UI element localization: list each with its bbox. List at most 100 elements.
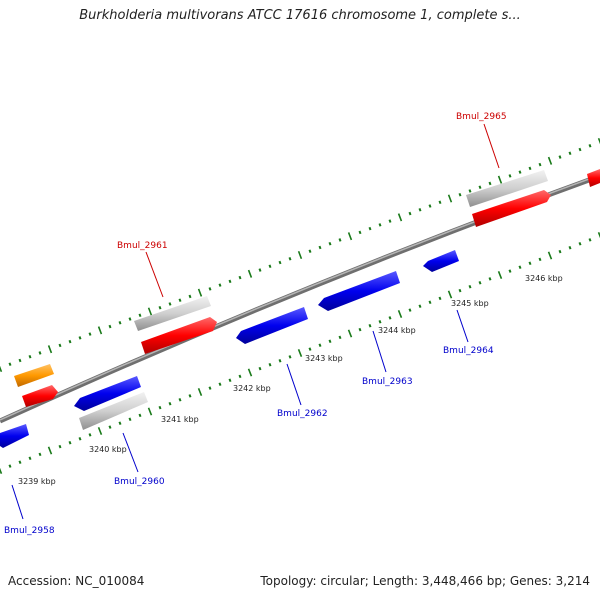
bmul-2958-leader [11, 484, 24, 520]
forward-scale-minor-tick [418, 208, 422, 212]
forward-scale-minor-tick [138, 313, 142, 318]
reverse-scale-major-tick [97, 426, 103, 436]
forward-scale-major-tick [197, 288, 203, 297]
gene-bmul-2960-blue[interactable] [74, 376, 141, 411]
bmul-2964-leader [456, 309, 469, 343]
forward-scale-minor-tick [378, 223, 382, 227]
forward-scale-major-tick [347, 232, 353, 241]
bmul-2965-leader [483, 123, 500, 169]
reverse-scale-minor-tick [538, 257, 542, 262]
label-bmul-2964[interactable]: Bmul_2964 [443, 346, 494, 356]
forward-scale-minor-tick [478, 185, 482, 189]
forward-scale-minor-tick [178, 298, 182, 302]
gene-bmul-2960-gray[interactable] [79, 392, 148, 430]
gene-red-right[interactable] [587, 169, 600, 187]
label-bmul-2962[interactable]: Bmul_2962 [277, 409, 328, 419]
forward-scale-minor-tick [158, 305, 162, 310]
reverse-scale-minor-tick [38, 452, 42, 457]
forward-scale-major-tick [147, 307, 153, 316]
reverse-scale-minor-tick [178, 398, 182, 402]
bmul-2963-leader [372, 330, 387, 373]
forward-scale-minor-tick [578, 147, 582, 152]
label-bmul-2958[interactable]: Bmul_2958 [4, 526, 55, 536]
reverse-scale-major-tick [247, 368, 253, 377]
forward-scale-minor-tick [408, 211, 412, 216]
reverse-scale-minor-tick [308, 347, 312, 351]
forward-scale-major-tick [47, 345, 53, 354]
reverse-scale-minor-tick [118, 421, 122, 425]
bmul-2961-leader [145, 251, 164, 298]
forward-scale-minor-tick [78, 336, 82, 340]
forward-scale-major-tick [97, 326, 103, 335]
reverse-scale-minor-tick [378, 320, 382, 324]
reverse-scale-minor-tick [258, 366, 262, 371]
forward-scale-minor-tick [528, 166, 532, 171]
label-bmul-2963[interactable]: Bmul_2963 [362, 377, 413, 387]
reverse-scale-minor-tick [238, 374, 242, 379]
reverse-scale-minor-tick [438, 296, 442, 301]
reverse-scale-major-tick [47, 446, 53, 455]
forward-scale-major-tick [0, 365, 3, 373]
reverse-scale-minor-tick [188, 394, 192, 398]
reverse-scale-minor-tick [218, 382, 222, 386]
reverse-scale-minor-tick [8, 464, 12, 468]
gene-bmul-2965-gray[interactable] [466, 170, 548, 207]
forward-scale-minor-tick [288, 257, 292, 261]
forward-scale-major-tick [597, 137, 600, 145]
reverse-scale-major-tick [447, 290, 453, 299]
forward-scale-minor-tick [538, 162, 542, 167]
kbp-label-3243: 3243 kbp [305, 354, 343, 363]
forward-scale-minor-tick [58, 343, 62, 348]
forward-scale-minor-tick [318, 245, 322, 250]
forward-scale-minor-tick [568, 151, 572, 156]
reverse-scale-minor-tick [128, 417, 132, 422]
kbp-label-3246: 3246 kbp [525, 274, 563, 283]
forward-scale-minor-tick [118, 321, 122, 325]
gene-bmul-2961-gray[interactable] [134, 296, 211, 331]
forward-scale-major-tick [247, 269, 253, 278]
forward-scale-minor-tick [278, 260, 282, 265]
label-bmul-2965[interactable]: Bmul_2965 [456, 112, 507, 122]
forward-scale-minor-tick [588, 144, 592, 148]
reverse-scale-minor-tick [418, 304, 422, 308]
forward-scale-minor-tick [508, 174, 512, 178]
kbp-label-3241: 3241 kbp [161, 415, 199, 424]
gene-orange[interactable] [14, 364, 54, 387]
gene-red-left[interactable] [22, 385, 58, 407]
reverse-scale-minor-tick [458, 288, 462, 293]
reverse-scale-minor-tick [588, 238, 592, 242]
forward-scale-minor-tick [238, 275, 242, 280]
forward-scale-minor-tick [188, 294, 192, 299]
gene-bmul-2965-red[interactable] [472, 190, 551, 227]
gene-bmul-2962[interactable] [236, 307, 308, 344]
gene-bmul-2961-red[interactable] [141, 317, 217, 354]
gene-bmul-2958[interactable] [0, 424, 29, 448]
reverse-scale-minor-tick [528, 261, 532, 266]
reverse-scale-major-tick [297, 348, 303, 358]
forward-scale-minor-tick [268, 264, 272, 269]
gene-bmul-2964[interactable] [423, 250, 459, 272]
reverse-scale-minor-tick [468, 284, 472, 289]
forward-scale-minor-tick [8, 362, 12, 366]
label-bmul-2961[interactable]: Bmul_2961 [117, 241, 168, 251]
accession-text: Accession: NC_010084 [8, 574, 145, 588]
map-title: Burkholderia multivorans ATCC 17616 chro… [79, 8, 521, 23]
reverse-scale-minor-tick [568, 245, 572, 250]
reverse-scale-minor-tick [138, 413, 142, 418]
kbp-label-3244: 3244 kbp [378, 326, 416, 335]
forward-scale-minor-tick [18, 358, 22, 363]
kbp-label-3242: 3242 kbp [233, 384, 271, 393]
reverse-scale-minor-tick [88, 433, 92, 437]
reverse-scale-major-tick [597, 231, 600, 239]
forward-scale-minor-tick [328, 241, 332, 246]
label-bmul-2960[interactable]: Bmul_2960 [114, 477, 165, 487]
reverse-scale-major-tick [497, 270, 503, 280]
reverse-scale-minor-tick [268, 362, 272, 367]
reverse-scale-minor-tick [338, 335, 342, 340]
forward-scale-minor-tick [168, 302, 172, 306]
forward-scale-minor-tick [208, 287, 212, 291]
reverse-scale-minor-tick [558, 249, 562, 254]
gene-bmul-2963[interactable] [318, 271, 400, 311]
forward-scale-minor-tick [458, 192, 462, 197]
